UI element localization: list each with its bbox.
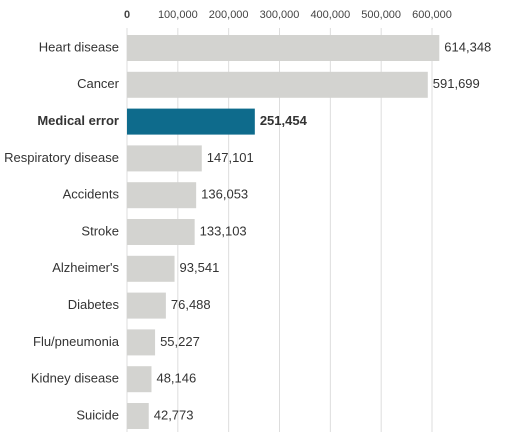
category-label: Flu/pneumonia <box>33 334 120 349</box>
category-label: Medical error <box>37 113 119 128</box>
x-tick-label: 200,000 <box>209 9 249 21</box>
x-tick-label: 0 <box>124 9 130 21</box>
value-label: 42,773 <box>154 407 194 422</box>
category-label: Suicide <box>76 407 119 422</box>
x-tick-label: 300,000 <box>260 9 300 21</box>
category-label: Kidney disease <box>31 371 119 386</box>
category-label: Stroke <box>81 223 119 238</box>
category-label: Diabetes <box>68 297 120 312</box>
bar <box>127 403 149 429</box>
category-label: Respiratory disease <box>4 150 119 165</box>
category-label: Heart disease <box>39 39 119 54</box>
value-label: 133,103 <box>200 223 247 238</box>
value-label: 93,541 <box>180 260 220 275</box>
bar <box>127 71 428 98</box>
value-label: 614,348 <box>444 39 491 54</box>
x-tick-label: 600,000 <box>412 9 452 21</box>
category-label: Accidents <box>63 187 120 202</box>
value-label: 136,053 <box>201 187 248 202</box>
value-label: 55,227 <box>160 334 200 349</box>
bar <box>127 108 255 135</box>
bar <box>127 255 175 282</box>
x-tick-label: 500,000 <box>361 9 401 21</box>
category-label: Cancer <box>77 76 120 91</box>
value-label: 48,146 <box>156 371 196 386</box>
category-label: Alzheimer's <box>52 260 119 275</box>
bar <box>127 292 166 319</box>
bar <box>127 182 197 209</box>
x-tick-label: 400,000 <box>310 9 350 21</box>
value-label: 76,488 <box>171 297 211 312</box>
value-label: 251,454 <box>260 113 308 128</box>
value-label: 147,101 <box>207 150 254 165</box>
bar <box>127 35 440 61</box>
value-label: 591,699 <box>433 76 480 91</box>
bar <box>127 145 202 172</box>
bar <box>127 219 195 245</box>
bar <box>127 329 156 356</box>
bar <box>127 366 152 393</box>
x-tick-label: 100,000 <box>158 9 198 21</box>
